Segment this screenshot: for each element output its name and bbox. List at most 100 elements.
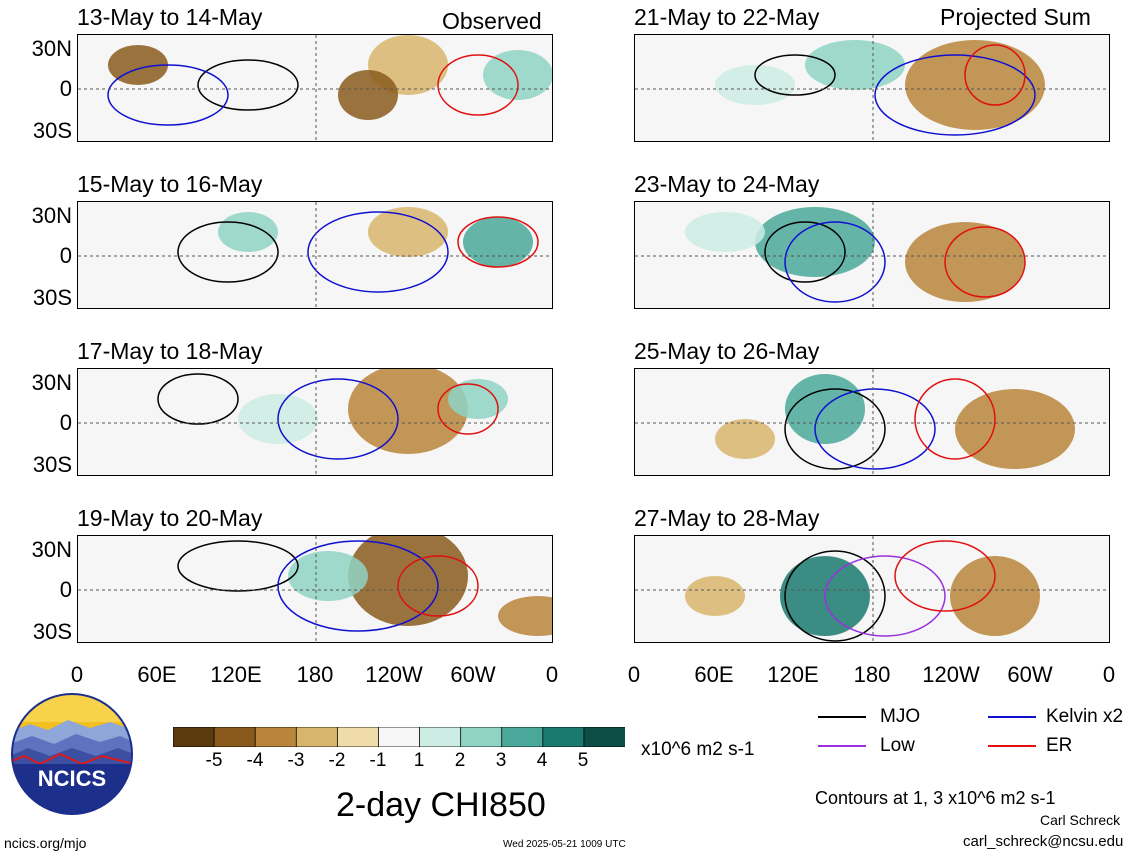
colorbar-swatch [419,726,462,748]
colorbar-label: 1 [413,750,425,771]
wave-contour [764,221,846,283]
wave-contour [784,550,886,642]
wave-contour [197,59,299,111]
panel-2-field [635,35,1109,141]
panel-2-date: 21-May to 22-May [634,4,820,30]
colorbar-swatch [172,726,215,748]
legend-swatch-low [818,745,866,747]
panel-1-date: 13-May to 14-May [77,4,263,30]
lat-label-30n: 30N [31,203,72,228]
lon-label-0: 0 [627,662,641,687]
wave-contour [944,226,1026,298]
legend-label-er: ER [1046,735,1073,756]
colorbar-label: -1 [369,750,387,771]
legend-label-mjo: MJO [880,706,921,727]
wave-contour [894,540,996,612]
panel-2-tag: Projected Sum [940,4,1091,30]
wave-contour [277,540,439,632]
panel-7-field [78,536,552,642]
legend-label-kelvin: Kelvin x2 [1046,706,1124,727]
anomaly-shading [715,65,795,105]
colorbar-label: 5 [577,750,589,771]
wave-contour [964,44,1026,106]
colorbar-swatch [460,726,503,748]
lon-label-0-end: 0 [545,662,559,687]
ncics-logo: NCICS [10,692,134,816]
colorbar-swatch [213,726,257,748]
map-panel-7 [77,535,553,643]
panel-1-tag: Observed [442,8,542,34]
colorbar-swatch [583,726,626,748]
anomaly-shading [463,217,533,267]
wave-contour [157,373,239,425]
colorbar-label: -3 [287,750,305,771]
lon-label-120e: 120E [210,662,262,687]
lon-label-60e: 60E [694,662,734,687]
wave-contour [814,388,936,470]
lon-label-180: 180 [853,662,891,687]
anomaly-shading [685,212,765,252]
anomaly-shading [755,207,875,277]
lat-label-30s: 30S [32,619,72,644]
panel-1-field [78,35,552,141]
map-panel-6 [634,368,1110,476]
anomaly-shading [368,207,448,257]
logo-text: NCICS [38,766,106,791]
lat-label-30s: 30S [32,285,72,310]
figure-title: 2-day CHI850 [336,786,546,824]
map-panel-2 [634,34,1110,142]
anomaly-shading [715,419,775,459]
lat-label-30s: 30S [32,452,72,477]
lon-label-0: 0 [70,662,84,687]
anomaly-shading [785,374,865,444]
colorbar-units: x10^6 m2 s-1 [641,739,755,760]
lon-label-120w: 120W [922,662,980,687]
contours-note: Contours at 1, 3 x10^6 m2 s-1 [815,788,1056,808]
wave-contour [754,54,836,96]
lon-label-180: 180 [296,662,334,687]
map-panel-4 [634,201,1110,309]
wave-contour [437,383,499,435]
colorbar-label: -4 [246,750,264,771]
legend-swatch-kelvin [988,716,1036,718]
panel-4-date: 23-May to 24-May [634,171,820,197]
anomaly-shading [805,40,905,90]
panel-6-date: 25-May to 26-May [634,338,820,364]
panel-8-date: 27-May to 28-May [634,505,820,531]
map-panel-5 [77,368,553,476]
lat-label-eq: 0 [59,243,72,268]
panel-3-field [78,202,552,308]
colorbar-label: -5 [205,750,223,771]
colorbar-swatch [501,726,544,748]
wave-contour [277,378,399,460]
anomaly-shading [483,50,552,100]
lat-label-eq: 0 [59,76,72,101]
panel-5-field [78,369,552,475]
map-panel-3 [77,201,553,309]
lon-label-60e: 60E [137,662,177,687]
lon-label-120e: 120E [767,662,819,687]
anomaly-shading [498,596,552,636]
lon-label-0-end: 0 [1102,662,1116,687]
anomaly-shading [348,536,468,626]
wave-contour [107,64,229,126]
website-link[interactable]: ncics.org/mjo [4,835,87,851]
map-panel-8 [634,535,1110,643]
author-name: Carl Schreck [1040,812,1121,828]
wave-contour [177,540,299,592]
wave-contour [457,216,539,268]
panel-6-field [635,369,1109,475]
wave-contour [437,54,519,116]
colorbar-swatch [295,726,339,748]
colorbar-swatch [336,726,380,748]
author-email[interactable]: carl_schreck@ncsu.edu [963,833,1124,850]
lat-label-30n: 30N [31,36,72,61]
wave-contour [784,221,886,303]
wave-contour [177,221,279,283]
colorbar [172,726,626,748]
anomaly-shading [338,70,398,120]
lon-label-60w: 60W [450,662,496,687]
legend-label-low: Low [880,735,915,756]
colorbar-label: -2 [328,750,346,771]
anomaly-shading [348,369,468,454]
